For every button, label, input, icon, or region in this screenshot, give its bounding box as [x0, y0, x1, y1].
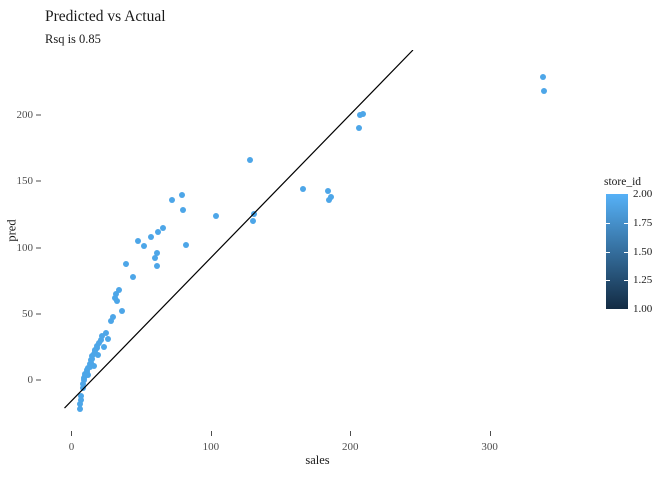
legend-tick-mark	[624, 280, 628, 282]
scatter-point	[179, 207, 186, 214]
x-axis-title: sales	[305, 453, 330, 467]
scatter-point	[249, 218, 256, 225]
scatter-point	[178, 191, 185, 198]
legend-title: store_id	[604, 176, 642, 188]
legend-tick-mark	[606, 251, 610, 253]
scatter-point	[110, 313, 117, 320]
scatter-point	[324, 187, 331, 194]
scatter-point	[299, 186, 306, 193]
y-tick-mark	[36, 180, 41, 182]
scatter-point	[85, 371, 92, 378]
scatter-point	[160, 224, 167, 231]
x-tick-mark	[210, 431, 212, 436]
y-tick-label: 100	[16, 241, 34, 254]
scatter-point	[541, 88, 547, 95]
scatter-point	[100, 344, 107, 351]
plot-panel	[45, 50, 590, 428]
scatter-point	[94, 352, 101, 359]
scatter-point	[140, 243, 147, 250]
scatter-point	[152, 255, 159, 262]
x-axis: 0 100 200 300	[45, 428, 590, 458]
plot-subtitle: Rsq is 0.85	[45, 32, 101, 46]
legend-tick-label: 2.00	[633, 188, 653, 200]
legend-tick-label: 1.25	[633, 274, 653, 287]
scatter-point	[122, 260, 129, 267]
x-tick-label: 100	[202, 441, 220, 453]
scatter-point	[135, 237, 142, 244]
x-tick-label: 300	[481, 441, 498, 453]
scatter-point	[251, 211, 258, 218]
scatter-point	[359, 110, 366, 117]
scatter-point	[114, 297, 121, 304]
legend-tick-mark	[606, 280, 610, 282]
scatter-point	[129, 273, 136, 280]
points-layer	[45, 50, 590, 428]
legend-tick-mark	[624, 222, 628, 224]
legend-tick-label: 1.75	[633, 216, 653, 229]
y-tick-label: 0	[27, 374, 34, 387]
y-tick-label: 200	[16, 108, 34, 121]
x-tick-label: 0	[68, 441, 75, 453]
x-tick-mark	[71, 431, 73, 436]
y-tick-mark	[36, 114, 41, 116]
scatter-point	[213, 212, 220, 219]
scatter-point	[246, 157, 253, 164]
y-tick-mark	[36, 379, 41, 381]
scatter-point	[153, 249, 160, 256]
y-tick-mark	[36, 313, 41, 315]
x-tick-mark	[489, 431, 491, 436]
y-axis-title: pred	[4, 219, 19, 242]
legend-tick-label: 1.50	[633, 245, 653, 258]
scatter-point	[327, 194, 334, 201]
scatter-point	[147, 234, 154, 240]
scatter-point	[539, 73, 546, 80]
scatter-point	[104, 336, 111, 343]
y-tick-mark	[36, 247, 41, 249]
scatter-point	[103, 329, 110, 336]
scatter-point	[76, 406, 83, 413]
y-axis: 0 50 100 150 200	[0, 50, 45, 428]
scatter-point	[118, 308, 125, 315]
legend: store_id 2.00 1.75 1.50 1.25 1.00	[604, 176, 672, 326]
legend-colorbar	[606, 194, 628, 309]
scatter-point	[115, 287, 122, 294]
x-tick-mark	[350, 431, 352, 436]
legend-tick-label: 1.00	[633, 303, 653, 315]
page-title: Predicted vs Actual	[45, 8, 166, 25]
scatter-point	[182, 241, 189, 248]
y-tick-label: 50	[22, 307, 33, 320]
scatter-point	[168, 196, 175, 203]
scatter-point	[153, 263, 160, 270]
legend-tick-mark	[624, 251, 628, 253]
scatter-point	[355, 125, 362, 132]
y-tick-label: 150	[16, 175, 34, 188]
legend-tick-mark	[606, 222, 610, 224]
scatter-point	[90, 362, 97, 369]
x-tick-label: 200	[342, 441, 359, 453]
